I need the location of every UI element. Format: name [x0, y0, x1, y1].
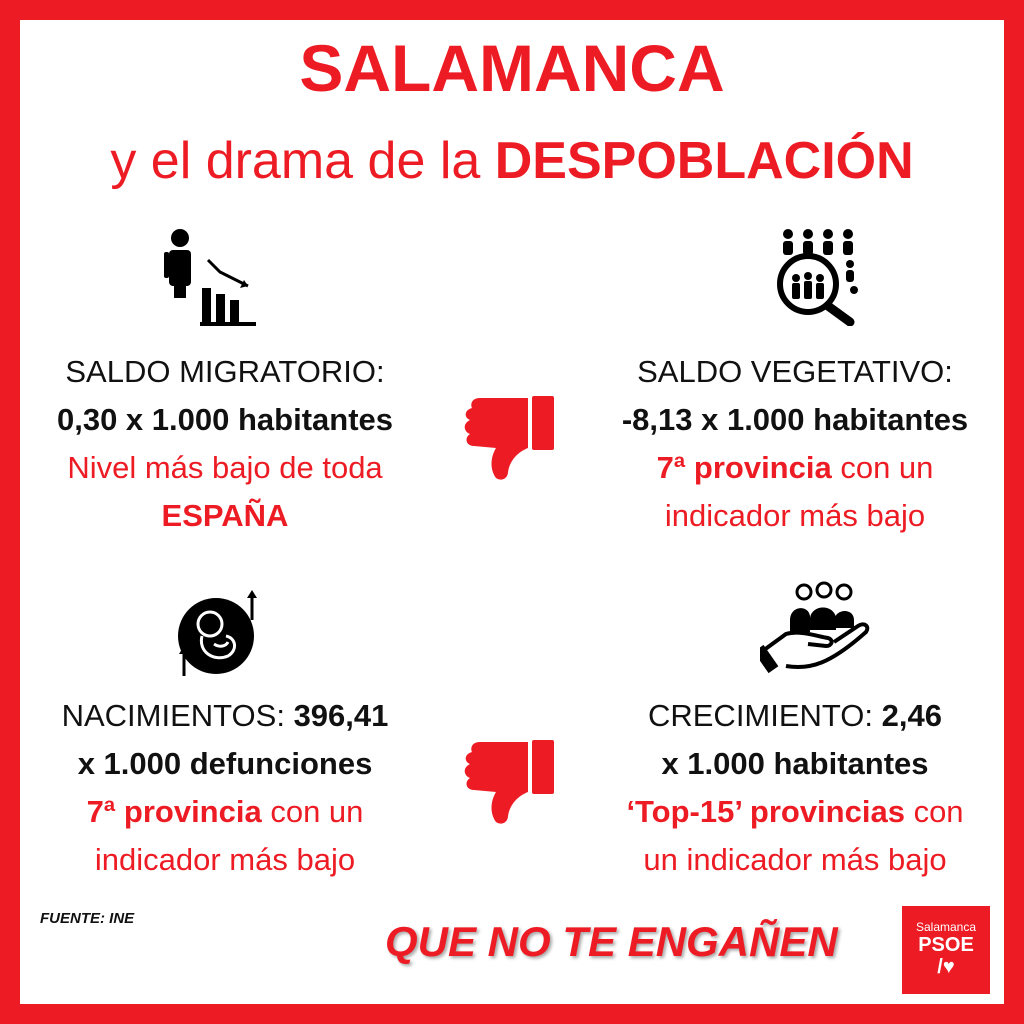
- logo-heart-mark: /♥: [937, 956, 955, 978]
- nacimientos-note: 7ª provincia con un: [20, 788, 430, 836]
- saldo-vegetativo-note-bold: 7ª provincia: [656, 450, 832, 485]
- saldo-migratorio-block: SALDO MIGRATORIO: 0,30 x 1.000 habitante…: [20, 348, 430, 540]
- saldo-vegetativo-note-2: indicador más bajo: [664, 498, 926, 533]
- crecimiento-note-rest: con: [904, 794, 964, 829]
- crecimiento-label-value: 2,46: [881, 698, 942, 733]
- logo-city: Salamanca: [915, 920, 977, 934]
- nacimientos-note-2: indicador más bajo: [94, 842, 356, 877]
- crecimiento-block: CRECIMIENTO: 2,46 x 1.000 habitantes ‘To…: [590, 692, 1000, 884]
- saldo-migratorio-label: SALDO MIGRATORIO:: [65, 354, 385, 389]
- saldo-vegetativo-value: -8,13 x 1.000 habitantes: [621, 402, 969, 437]
- subtitle-prefix: y el drama de la: [110, 132, 495, 190]
- saldo-vegetativo-note: 7ª provincia con un: [590, 444, 1000, 492]
- source-note: FUENTE: INE: [40, 910, 135, 927]
- nacimientos-label: NACIMIENTOS:: [61, 698, 294, 733]
- crecimiento-note-2: un indicador más bajo: [643, 842, 947, 877]
- saldo-vegetativo-note-rest: con un: [831, 450, 934, 485]
- slogan: QUE NO TE ENGAÑEN: [385, 918, 838, 965]
- nacimientos-label-value: 396,41: [293, 698, 389, 733]
- saldo-migratorio-note: Nivel más bajo de toda: [67, 450, 383, 485]
- crecimiento-label: CRECIMIENTO:: [647, 698, 882, 733]
- crecimiento-note: ‘Top-15’ provincias con: [590, 788, 1000, 836]
- page-subtitle: y el drama de la DESPOBLACIÓN: [0, 128, 1024, 194]
- people-magnifier-icon: [777, 229, 858, 326]
- crecimiento-value: x 1.000 habitantes: [661, 746, 929, 781]
- nacimientos-block: NACIMIENTOS: 396,41 x 1.000 defunciones …: [20, 692, 430, 884]
- saldo-vegetativo-label: SALDO VEGETATIVO:: [637, 354, 953, 389]
- fetus-icon: [178, 590, 257, 676]
- saldo-vegetativo-block: SALDO VEGETATIVO: -8,13 x 1.000 habitant…: [590, 348, 1000, 540]
- hand-holding-people-icon: [760, 581, 870, 674]
- subtitle-bold: DESPOBLACIÓN: [494, 132, 914, 190]
- nacimientos-note-bold: 7ª provincia: [86, 794, 262, 829]
- crecimiento-label-line: CRECIMIENTO: 2,46: [590, 692, 1000, 740]
- logo-party: PSOE: [918, 934, 974, 956]
- nacimientos-value: x 1.000 defunciones: [77, 746, 373, 781]
- psoe-logo: Salamanca PSOE /♥: [902, 906, 990, 994]
- nacimientos-label-line: NACIMIENTOS: 396,41: [20, 692, 430, 740]
- person-declining-chart-icon: [164, 229, 256, 326]
- saldo-migratorio-value: 0,30 x 1.000 habitantes: [56, 402, 394, 437]
- thumbs-down-icon: [464, 396, 554, 480]
- nacimientos-note-rest: con un: [261, 794, 364, 829]
- saldo-migratorio-note-country: ESPAÑA: [161, 498, 289, 533]
- crecimiento-note-bold: ‘Top-15’ provincias: [626, 794, 905, 829]
- thumbs-down-icon: [464, 740, 554, 824]
- page-title: SALAMANCA: [299, 31, 725, 105]
